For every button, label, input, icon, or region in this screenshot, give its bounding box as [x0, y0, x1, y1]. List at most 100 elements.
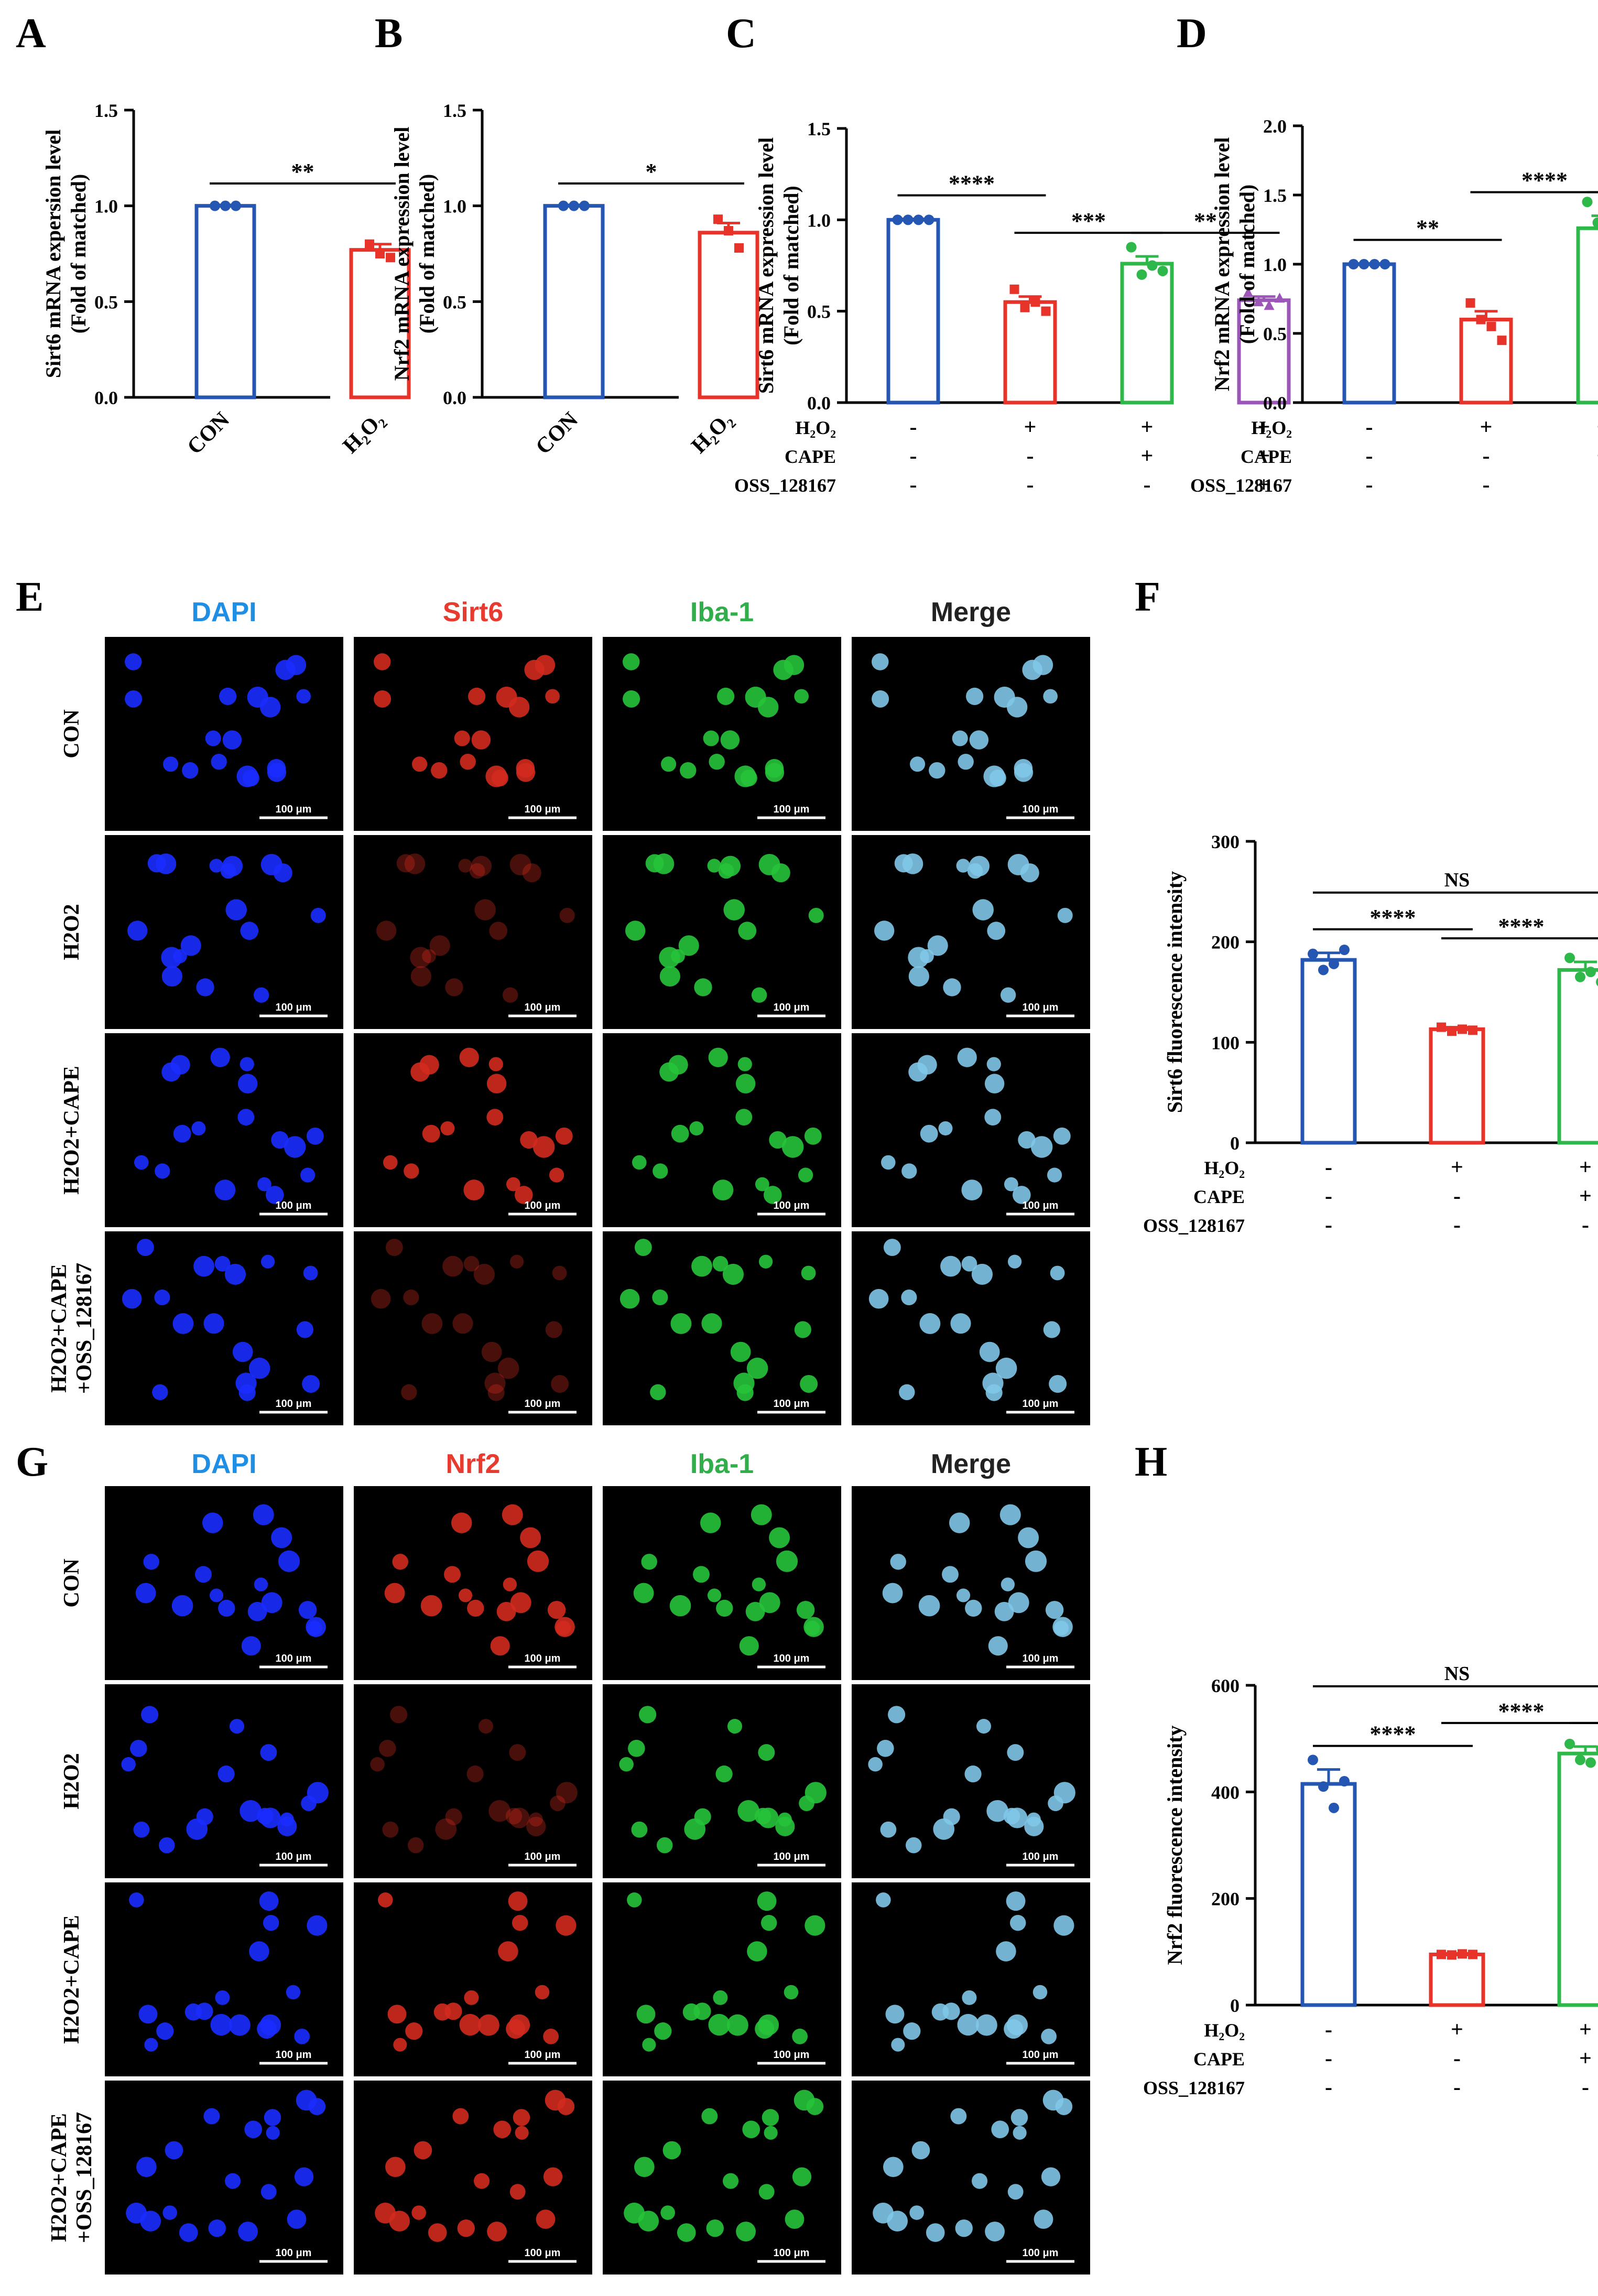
- micrograph-tile: 100 μm: [852, 1033, 1090, 1227]
- significance-label: ****: [1370, 1721, 1416, 1747]
- ns-label: NS: [1444, 1663, 1470, 1685]
- cell: [487, 1384, 505, 1401]
- cell: [203, 2108, 220, 2125]
- cell: [942, 1566, 959, 1583]
- condition-label: H2O2+CAPE: [60, 1066, 84, 1195]
- cell: [956, 1588, 971, 1602]
- panel-letter-b: B: [375, 10, 403, 57]
- cell: [240, 922, 259, 940]
- cell: [210, 2013, 232, 2036]
- treatment-sign: +: [1451, 1155, 1463, 1179]
- y-axis-label-line2: (Fold of matched): [67, 174, 90, 333]
- chart-h: 0 200 400 600 Nrf2 fluorescence intensity ***…: [1143, 1663, 1598, 2099]
- cell: [720, 730, 740, 750]
- cell: [370, 1757, 385, 1772]
- cell: [195, 2002, 213, 2020]
- data-point: [1465, 298, 1475, 308]
- cell: [999, 1504, 1021, 1525]
- bar: [1300, 1782, 1357, 2007]
- cell: [286, 655, 307, 675]
- treatment-sign: -: [1325, 1184, 1332, 1208]
- cell: [652, 1289, 668, 1306]
- condition-label: CON: [60, 1558, 84, 1607]
- cell: [890, 1554, 906, 1570]
- data-point: [231, 200, 241, 211]
- cell: [490, 1636, 510, 1656]
- cell: [662, 2141, 681, 2160]
- cell: [876, 1892, 891, 1908]
- cell: [502, 1504, 523, 1525]
- treatment-row-label: OSS_128167: [1143, 2077, 1245, 2098]
- y-tick-label: 0.0: [1263, 393, 1287, 414]
- data-point: [1585, 967, 1596, 978]
- channel-label: DAPI: [191, 1449, 256, 1479]
- cell: [758, 1744, 775, 1761]
- cell: [122, 1288, 142, 1309]
- cell: [799, 1795, 814, 1811]
- cell: [532, 1136, 555, 1158]
- cell: [224, 2173, 241, 2189]
- cell: [1018, 1527, 1039, 1548]
- cell: [801, 1265, 816, 1281]
- treatment-sign: -: [1325, 1155, 1332, 1179]
- cell: [908, 966, 929, 987]
- cell: [784, 1985, 799, 2000]
- data-point: [1592, 217, 1598, 228]
- cell: [509, 1744, 526, 1761]
- micrograph-tile: 100 μm: [603, 1033, 841, 1227]
- cell: [1004, 2019, 1024, 2039]
- cell: [136, 1239, 154, 1257]
- y-axis-label: Sirt6 fluorescence intensity: [1163, 871, 1187, 1113]
- y-tick-label: 1.5: [94, 100, 118, 121]
- cell: [374, 653, 391, 670]
- micrograph-tile: 100 μm: [852, 2081, 1090, 2275]
- scale-bar-label: 100 μm: [774, 1851, 810, 1862]
- tile-background: [603, 1882, 841, 2076]
- cell: [509, 1807, 530, 1828]
- cell: [868, 1757, 883, 1772]
- data-point: [1308, 948, 1318, 959]
- cell: [545, 689, 560, 704]
- y-tick-label: 200: [1211, 932, 1240, 953]
- condition-label: H2O2+CAPE: [47, 1264, 71, 1393]
- data-point: [1253, 296, 1264, 307]
- cell: [527, 1550, 549, 1572]
- x-tick-label: CON: [531, 408, 583, 460]
- cell: [680, 762, 697, 779]
- cell: [498, 1941, 518, 1962]
- micrograph-tile: 100 μm: [105, 637, 343, 831]
- y-tick-label: 1.5: [1263, 185, 1287, 206]
- cell: [727, 1719, 743, 1734]
- cell: [497, 1357, 519, 1379]
- cell: [1053, 1915, 1074, 1936]
- cell: [994, 686, 1015, 708]
- cell: [899, 1384, 915, 1401]
- cell: [471, 855, 492, 876]
- cell: [459, 2013, 481, 2036]
- x-tick-label: H₂O₂: [687, 408, 738, 459]
- cell: [1057, 907, 1073, 923]
- cell: [488, 1057, 503, 1071]
- treatment-sign: -: [1366, 415, 1373, 439]
- bar: [1300, 958, 1357, 1145]
- cell: [969, 730, 989, 750]
- cell: [919, 1313, 941, 1334]
- significance-label: ****: [1498, 1698, 1545, 1724]
- cell: [171, 1595, 193, 1617]
- cell: [739, 1636, 759, 1656]
- cell: [918, 1595, 940, 1617]
- scale-bar-label: 100 μm: [276, 1851, 312, 1862]
- cell: [625, 920, 646, 941]
- cell: [989, 770, 1006, 787]
- cell: [147, 854, 166, 873]
- cell: [428, 2223, 447, 2242]
- cell: [404, 853, 426, 874]
- cell: [905, 1837, 922, 1854]
- cell: [135, 1583, 156, 1604]
- cell: [242, 770, 259, 787]
- channel-label: Sirt6: [443, 597, 504, 627]
- cell: [385, 2157, 406, 2178]
- cell: [389, 1706, 408, 1724]
- cell: [133, 1821, 150, 1838]
- treatment-row-label: CAPE: [1241, 446, 1292, 467]
